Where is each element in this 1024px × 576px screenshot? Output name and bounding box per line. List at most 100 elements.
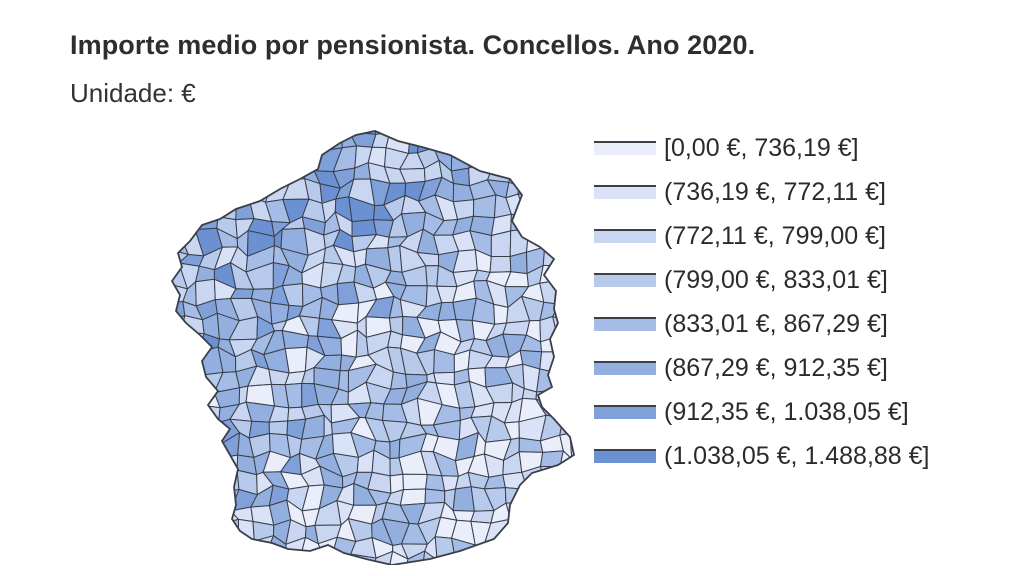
- legend-swatch: [594, 405, 656, 419]
- municipality-cell: [489, 131, 511, 138]
- municipality-cell: [554, 145, 574, 170]
- municipality-cell: [249, 165, 272, 190]
- municipality-cell: [285, 554, 304, 565]
- municipality-cell: [517, 521, 543, 540]
- municipality-cell: [555, 508, 574, 530]
- municipality-cell: [302, 131, 323, 133]
- municipality-cell: [199, 131, 217, 149]
- municipality-cell: [194, 486, 214, 511]
- municipality-cell: [203, 162, 222, 183]
- municipality-cell: [559, 368, 574, 391]
- municipality-cell: [539, 184, 564, 206]
- municipality-cell: [283, 131, 306, 136]
- municipality-cell: [252, 131, 275, 150]
- legend-label: (833,01 €, 867,29 €]: [664, 309, 888, 338]
- municipality-cell: [228, 559, 259, 565]
- municipality-cell: [568, 351, 574, 373]
- municipality-cell: [570, 279, 574, 309]
- municipality-cell: [451, 131, 480, 147]
- municipality-cell: [230, 162, 259, 190]
- municipality-cell: [490, 230, 512, 257]
- legend-item: [0,00 €, 736,19 €]: [594, 126, 1014, 170]
- municipality-cell: [172, 183, 183, 207]
- municipality-cell: [588, 370, 590, 387]
- municipality-cell: [571, 458, 574, 469]
- legend-swatch: [594, 317, 656, 331]
- municipality-cell: [160, 132, 169, 154]
- municipality-cell: [284, 346, 308, 374]
- municipality-cell: [172, 424, 190, 440]
- municipality-cell: [283, 131, 306, 152]
- municipality-cell: [249, 145, 275, 172]
- municipality-cell: [172, 374, 188, 383]
- legend-item: (736,19 €, 772,11 €]: [594, 170, 1014, 214]
- municipality-cell: [172, 381, 184, 404]
- municipality-cell: [172, 521, 186, 542]
- municipality-cell: [160, 489, 168, 506]
- choropleth-map: [160, 125, 590, 565]
- municipality-cell: [160, 125, 167, 137]
- municipality-cell: [183, 144, 205, 167]
- municipality-cell: [172, 216, 174, 235]
- municipality-cell: [543, 483, 558, 510]
- municipality-cell: [200, 508, 220, 530]
- municipality-cell: [180, 131, 205, 147]
- municipality-cell: [502, 320, 531, 336]
- municipality-cell: [177, 194, 200, 219]
- municipality-cell: [172, 465, 189, 493]
- municipality-cell: [160, 351, 171, 376]
- municipality-cell: [523, 501, 545, 529]
- municipality-cell: [195, 193, 219, 218]
- municipality-cell: [199, 145, 221, 167]
- municipality-cell: [172, 199, 174, 222]
- municipality-cell: [304, 131, 323, 152]
- legend-item: (799,00 €, 833,01 €]: [594, 258, 1014, 302]
- legend-swatch: [594, 229, 656, 243]
- municipality-cell: [543, 153, 564, 170]
- municipality-cell: [554, 202, 574, 222]
- municipality-cell: [433, 131, 453, 149]
- municipality-cell: [402, 473, 428, 491]
- municipality-cell: [160, 438, 169, 459]
- municipality-cell: [506, 533, 520, 563]
- municipality-cell: [556, 263, 574, 282]
- municipality-cell: [263, 147, 292, 172]
- municipality-cell: [569, 414, 574, 444]
- legend-item: (772,11 €, 799,00 €]: [594, 214, 1014, 258]
- municipality-cell: [559, 414, 574, 436]
- municipality-cell: [160, 401, 169, 426]
- municipality-cell: [578, 203, 590, 221]
- municipality-cell: [523, 483, 547, 509]
- municipality-cell: [319, 555, 338, 565]
- municipality-cell: [160, 455, 169, 472]
- municipality-cell: [542, 232, 563, 255]
- municipality-cell: [570, 525, 574, 540]
- legend-label: (799,00 €, 833,01 €]: [664, 265, 888, 294]
- municipality-cell: [172, 131, 185, 155]
- municipality-cell: [181, 423, 207, 445]
- municipality-cell: [543, 164, 564, 189]
- municipality-cell: [319, 131, 343, 137]
- municipality-cell: [517, 533, 543, 563]
- municipality-cell: [558, 351, 574, 375]
- municipality-cells: [160, 125, 590, 565]
- municipality-cell: [182, 374, 199, 390]
- municipality-cell: [556, 330, 574, 359]
- municipality-cell: [228, 540, 259, 564]
- municipality-cell: [518, 553, 542, 565]
- municipality-cell: [578, 177, 590, 204]
- municipality-cell: [179, 380, 206, 407]
- municipality-cell: [178, 504, 206, 530]
- municipality-cell: [213, 554, 236, 565]
- municipality-cell: [579, 219, 590, 234]
- municipality-cell: [390, 371, 408, 390]
- municipality-cell: [509, 251, 528, 275]
- municipality-cell: [505, 131, 521, 155]
- municipality-cell: [215, 131, 239, 136]
- municipality-cell: [587, 455, 590, 472]
- municipality-cell: [455, 554, 474, 565]
- municipality-cell: [586, 146, 590, 166]
- municipality-cell: [200, 554, 219, 565]
- municipality-cell: [575, 554, 590, 565]
- municipality-cell: [198, 452, 221, 478]
